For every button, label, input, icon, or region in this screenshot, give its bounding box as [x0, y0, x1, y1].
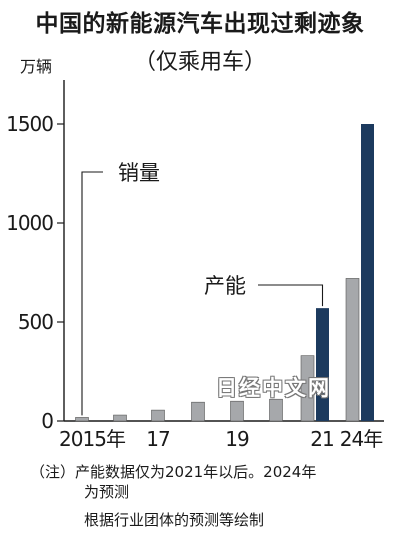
- bar-sales-2021: [300, 355, 315, 422]
- y-tick-label: 1000: [6, 211, 53, 235]
- y-axis-unit: 万辆: [20, 57, 52, 76]
- y-tick-label: 1500: [6, 112, 53, 136]
- callout-line-capacity: [258, 284, 324, 307]
- bar-sales-2015: [75, 417, 89, 422]
- callout-label-capacity: 产能: [204, 274, 246, 298]
- footnote-line-3: 根据行业团体的预测等绘制: [84, 511, 265, 529]
- x-tick-label: 24年: [340, 427, 383, 451]
- x-tick-label: 21: [310, 427, 333, 451]
- bar-sales-2017: [151, 409, 165, 422]
- footnote-line-2: 为预测: [84, 483, 130, 501]
- bar-capacity-2021: [316, 308, 329, 421]
- x-tick-label: 17: [146, 427, 170, 451]
- bar-sales-2024: [345, 278, 360, 422]
- bar-sales-2019: [230, 400, 244, 422]
- bar-sales-2020: [269, 398, 283, 422]
- chart-title: 中国的新能源汽车出现过剩迹象: [35, 11, 365, 37]
- y-tick-label: 500: [18, 310, 53, 334]
- bar-sales-2018: [191, 401, 205, 422]
- y-tick-label: 0: [41, 409, 53, 433]
- callout-label-sales: 销量: [118, 161, 160, 185]
- bar-sales-2016: [113, 414, 127, 422]
- bar-capacity-2024: [361, 124, 374, 421]
- chart-subtitle: （仅乘用车）: [133, 50, 266, 75]
- x-tick-label: 2015年: [59, 427, 126, 451]
- x-tick-label: 19: [225, 427, 249, 451]
- footnote-line-1: （注）产能数据仅为2021年以后。2024年: [30, 463, 317, 481]
- watermark: 日经中文网: [216, 376, 331, 400]
- callout-line-sales: [81, 171, 103, 416]
